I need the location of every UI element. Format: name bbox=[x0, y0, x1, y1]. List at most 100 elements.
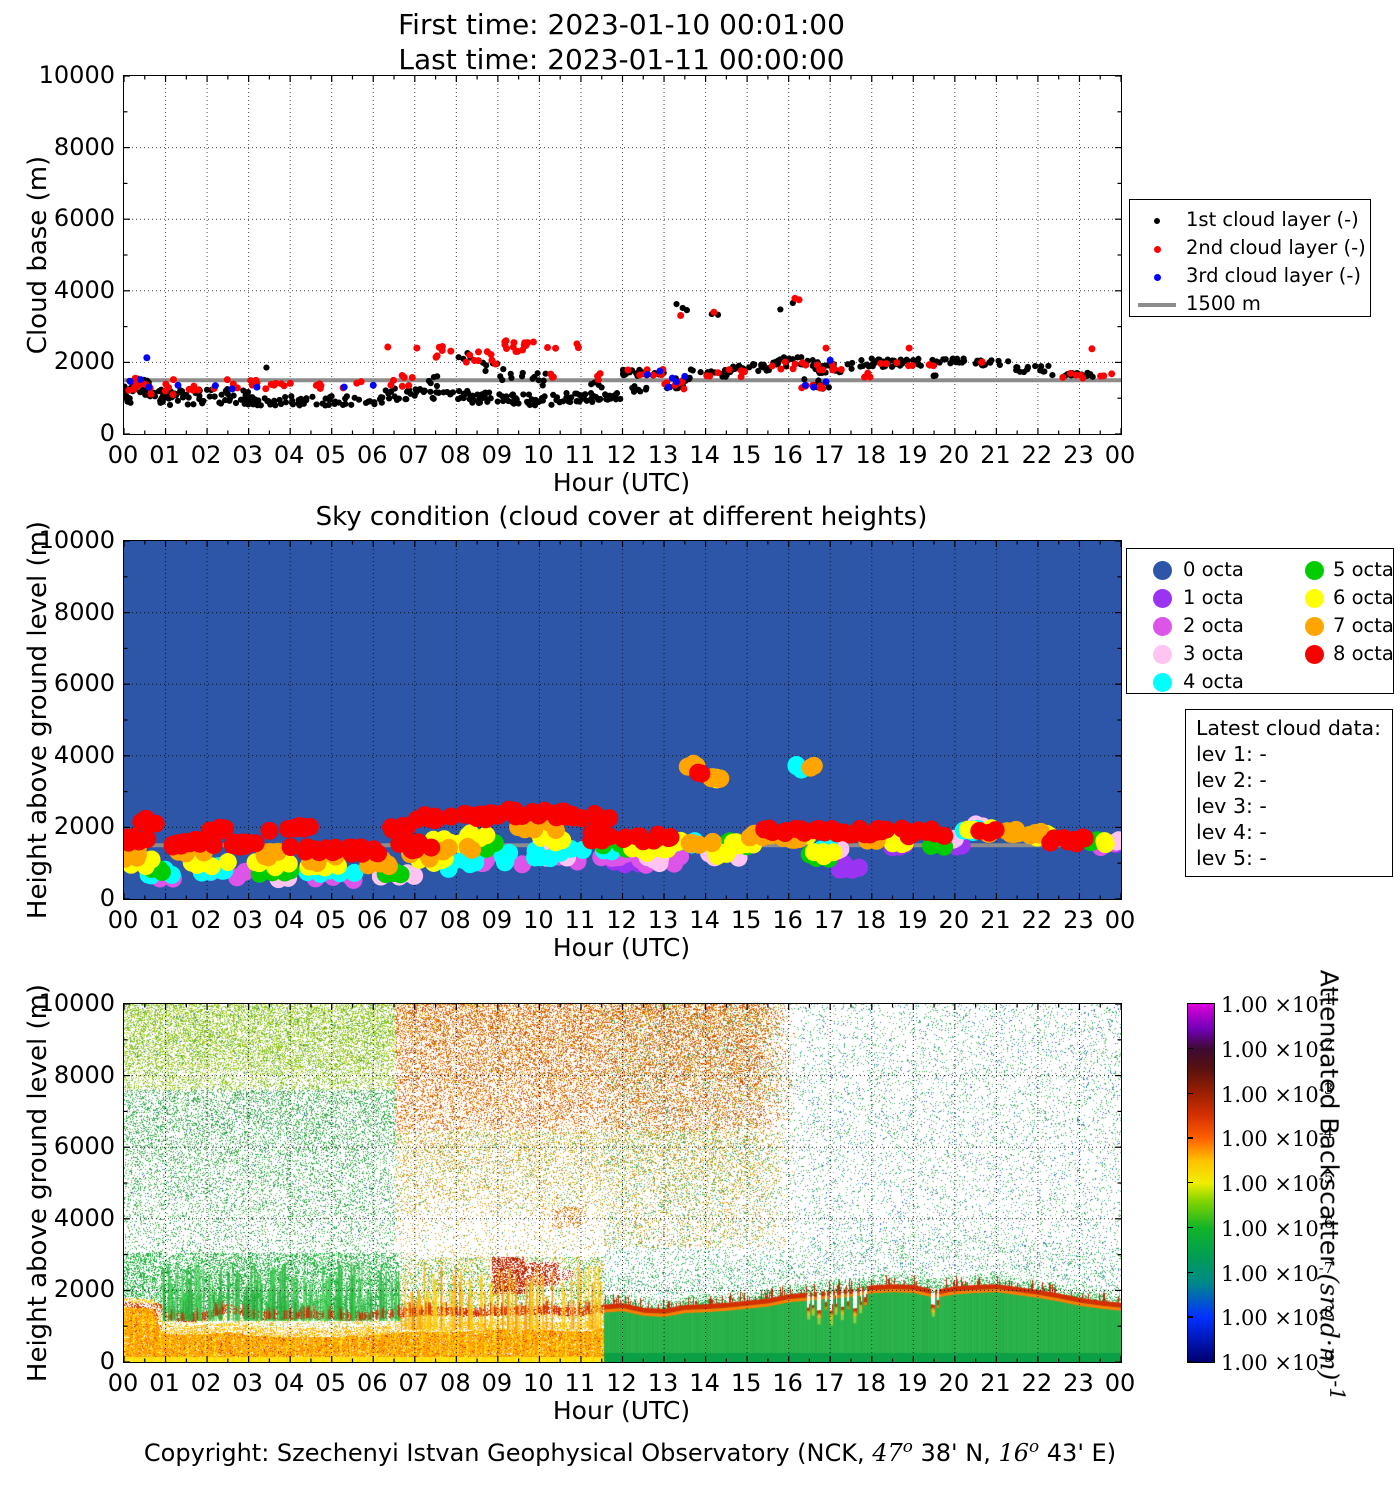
x-tick-label: 06 bbox=[356, 441, 388, 469]
x-tick-label: 09 bbox=[481, 906, 513, 934]
copyright-text: Copyright: Szechenyi Istvan Geophysical … bbox=[143, 1436, 1117, 1467]
legend-item: 5 octa bbox=[1333, 558, 1394, 581]
x-tick-label: 15 bbox=[730, 441, 762, 469]
x-axis-label-middle: Hour (UTC) bbox=[552, 933, 691, 962]
colorbar-tick-mark bbox=[1187, 1047, 1193, 1050]
x-tick-label: 19 bbox=[897, 906, 928, 934]
y-tick-label: 4000 bbox=[53, 275, 115, 304]
x-tick-label: 16 bbox=[772, 441, 803, 469]
legend-marker-dot bbox=[1153, 645, 1172, 664]
x-tick-label: 04 bbox=[273, 906, 305, 934]
x-tick-label: 21 bbox=[980, 906, 1011, 934]
colorbar-axis-label: Attenuated Backscatter (srad·m)-1 bbox=[1314, 969, 1350, 1401]
sky-condition-title: Sky condition (cloud cover at different … bbox=[315, 502, 928, 532]
x-tick-label: 22 bbox=[1021, 1369, 1053, 1397]
x-tick-label: 13 bbox=[647, 441, 679, 469]
y-tick-label: 6000 bbox=[53, 669, 115, 698]
x-tick-label: 18 bbox=[855, 906, 887, 934]
x-tick-label: 00 bbox=[1104, 1369, 1136, 1397]
y-tick-label: 6000 bbox=[53, 1132, 115, 1161]
legend-marker-dot bbox=[1305, 589, 1324, 608]
colorbar-tick-label: 1.00 ×10-5 bbox=[1221, 1169, 1334, 1196]
x-tick-label: 19 bbox=[897, 441, 928, 469]
colorbar-tick-mark bbox=[1187, 1137, 1193, 1139]
x-tick-label: 18 bbox=[855, 1369, 887, 1397]
x-tick-label: 18 bbox=[855, 441, 887, 469]
legend-item: 1st cloud layer (-) bbox=[1186, 208, 1359, 231]
y-tick-label: 10000 bbox=[38, 989, 115, 1017]
x-tick-label: 07 bbox=[398, 1369, 430, 1397]
y-tick-label: 6000 bbox=[53, 204, 115, 233]
x-tick-label: 09 bbox=[481, 441, 513, 469]
colorbar-tick-label: 1.00 ×10-7 bbox=[1221, 1258, 1334, 1286]
x-tick-label: 10 bbox=[523, 906, 554, 934]
legend-marker-dot bbox=[1305, 645, 1324, 664]
x-tick-label: 00 bbox=[107, 906, 139, 934]
legend-marker-dot bbox=[1153, 561, 1172, 580]
y-tick-label: 4000 bbox=[53, 740, 115, 769]
x-tick-label: 17 bbox=[813, 441, 845, 469]
x-tick-label: 00 bbox=[107, 1369, 139, 1397]
x-tick-label: 04 bbox=[273, 1369, 305, 1397]
x-tick-label: 11 bbox=[564, 906, 596, 934]
legend-marker-dot bbox=[1153, 589, 1172, 608]
colorbar-tick-mark bbox=[1187, 1226, 1193, 1229]
height-axis-label-middle: Height above ground level (m) bbox=[23, 520, 53, 920]
cloud-base-axis-label: Cloud base (m) bbox=[23, 155, 53, 355]
y-tick-label: 0 bbox=[99, 1347, 115, 1375]
x-tick-label: 07 bbox=[398, 441, 430, 469]
x-tick-label: 22 bbox=[1021, 441, 1053, 469]
x-tick-label: 11 bbox=[564, 441, 596, 469]
x-axis-label-top: Hour (UTC) bbox=[552, 468, 691, 497]
x-tick-label: 04 bbox=[273, 441, 305, 469]
height-axis-label-bottom: Height above ground level (m) bbox=[23, 983, 53, 1383]
legend-marker-dot bbox=[1153, 617, 1172, 636]
latest-box-title: Latest cloud data: bbox=[1196, 716, 1381, 740]
colorbar-tick-label: 1.00 ×10-3 bbox=[1221, 1079, 1334, 1107]
sky-condition-scatter bbox=[124, 541, 1121, 899]
x-tick-label: 05 bbox=[315, 1369, 346, 1397]
legend-item: 3 octa bbox=[1183, 642, 1244, 665]
y-tick-label: 8000 bbox=[53, 132, 115, 161]
x-tick-label: 23 bbox=[1063, 906, 1094, 934]
backscatter-heatmap bbox=[124, 1004, 1121, 1362]
x-tick-label: 21 bbox=[980, 1369, 1011, 1397]
x-tick-label: 15 bbox=[730, 1369, 762, 1397]
x-tick-label: 10 bbox=[523, 441, 554, 469]
x-tick-label: 19 bbox=[897, 1369, 928, 1397]
y-tick-label: 8000 bbox=[53, 597, 115, 626]
x-tick-label: 12 bbox=[606, 1369, 637, 1397]
legend-marker-dot bbox=[1305, 617, 1324, 636]
x-tick-label: 09 bbox=[481, 1369, 513, 1397]
x-tick-label: 13 bbox=[647, 906, 679, 934]
x-tick-label: 21 bbox=[980, 441, 1011, 469]
colorbar-tick-label: 1.00 ×10-8 bbox=[1221, 1303, 1334, 1331]
colorbar-tick-mark bbox=[1187, 1316, 1193, 1318]
legend-item: 0 octa bbox=[1183, 558, 1244, 581]
x-tick-label: 14 bbox=[689, 906, 720, 934]
y-tick-label: 2000 bbox=[53, 347, 115, 376]
colorbar-tick-mark bbox=[1187, 1361, 1193, 1363]
x-tick-label: 03 bbox=[232, 1369, 263, 1397]
x-tick-label: 17 bbox=[813, 1369, 845, 1397]
x-tick-label: 23 bbox=[1063, 1369, 1094, 1397]
x-tick-label: 14 bbox=[689, 441, 720, 469]
x-tick-label: 13 bbox=[647, 1369, 679, 1397]
x-tick-label: 22 bbox=[1021, 906, 1053, 934]
x-tick-label: 20 bbox=[938, 1369, 970, 1397]
x-tick-label: 07 bbox=[398, 906, 430, 934]
legend-item: 1 octa bbox=[1183, 586, 1244, 609]
legend-marker-dot bbox=[1153, 245, 1161, 253]
x-tick-label: 00 bbox=[107, 441, 139, 469]
legend-marker-dot bbox=[1154, 218, 1160, 224]
legend-item: 2nd cloud layer (-) bbox=[1186, 236, 1366, 259]
first-time-title: First time: 2023-01-10 00:01:00 bbox=[398, 8, 845, 41]
x-tick-label: 06 bbox=[356, 1369, 388, 1397]
colorbar-tick-mark bbox=[1187, 1092, 1193, 1094]
cloud-base-scatter bbox=[124, 76, 1121, 434]
latest-box-line: lev 5: - bbox=[1196, 846, 1267, 870]
x-tick-label: 01 bbox=[149, 906, 180, 934]
y-tick-label: 2000 bbox=[53, 1275, 115, 1304]
x-tick-label: 00 bbox=[1104, 906, 1136, 934]
